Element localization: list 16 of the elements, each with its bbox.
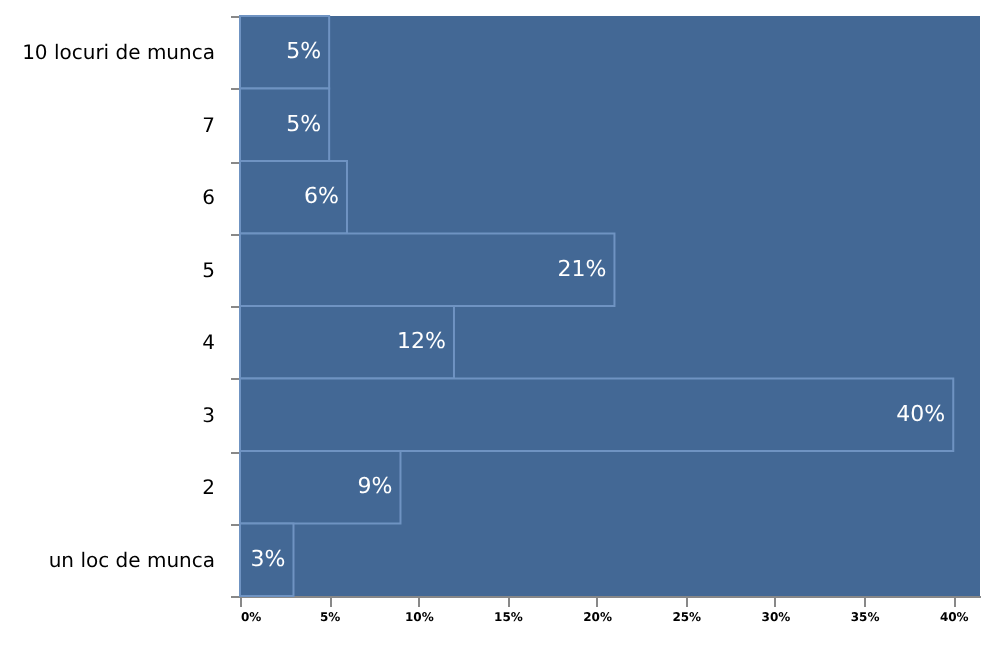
data-label: 9% — [357, 473, 393, 500]
data-label: 5% — [286, 110, 322, 137]
y-tick-label: 5 — [202, 260, 215, 283]
y-tick-label: 7 — [202, 115, 215, 138]
y-tick-label: 4 — [202, 333, 215, 356]
data-label: 3% — [250, 545, 286, 572]
data-label: 40% — [896, 400, 946, 427]
data-label: 6% — [304, 183, 339, 210]
data-label: 12% — [397, 328, 446, 355]
y-tick-label: un loc de munca — [48, 550, 215, 573]
y-tick-label: 10 locuri de munca — [22, 43, 215, 66]
y-tick-label: 2 — [202, 478, 215, 501]
y-tick-label: 3 — [202, 405, 215, 428]
data-label: 21% — [557, 255, 607, 282]
y-tick-label: 6 — [202, 188, 215, 211]
data-label: 5% — [286, 38, 322, 65]
